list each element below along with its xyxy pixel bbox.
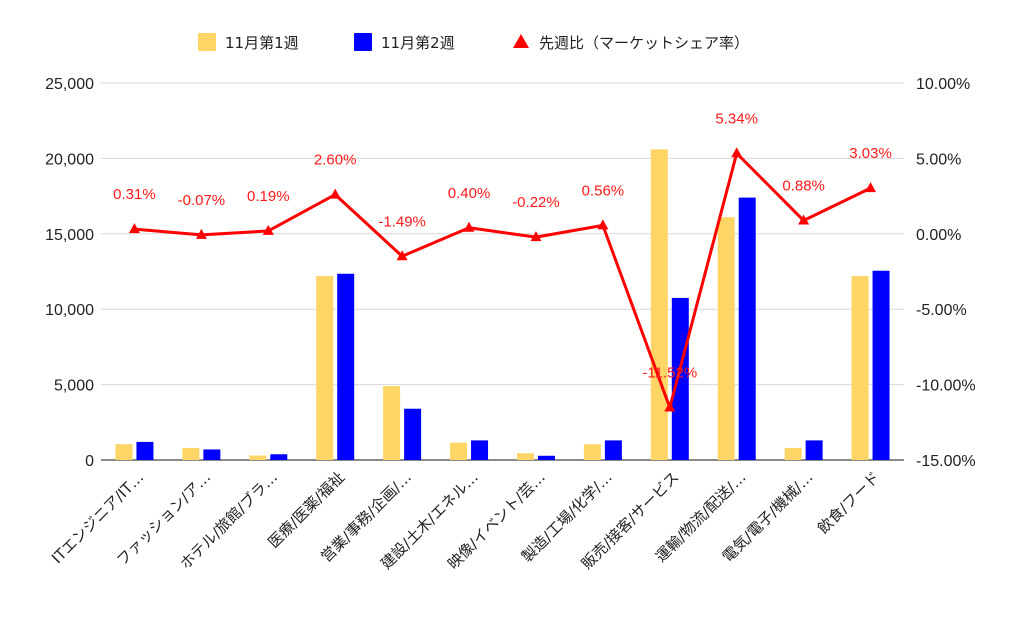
- triangle-marker: [329, 188, 341, 199]
- bar-week1: [851, 276, 869, 460]
- line-data-label: -0.07%: [178, 192, 226, 209]
- triangle-marker: [664, 401, 676, 412]
- bar-week2: [671, 297, 689, 460]
- legend-label: 先週比（マーケットシェア率）: [539, 34, 749, 52]
- line-data-label: 0.56%: [582, 182, 625, 199]
- line-data-label: 0.31%: [113, 186, 156, 203]
- chart-legend: 11月第1週 11月第2週 先週比（マーケットシェア率）: [198, 33, 749, 52]
- right-y-tick-label: 5.00%: [916, 151, 961, 168]
- triangle-marker: [195, 228, 207, 239]
- bar-week1: [784, 447, 802, 460]
- bar-week2: [270, 454, 288, 460]
- gridlines: [101, 82, 904, 461]
- bar-week2: [872, 270, 890, 460]
- bar-week2: [604, 440, 622, 460]
- left-y-tick-label: 25,000: [45, 76, 94, 93]
- right-y-axis: -15.00% -10.00% -5.00% 0.00% 5.00% 10.00%: [916, 76, 976, 470]
- triangle-marker: [396, 250, 408, 261]
- legend-swatch-week2: [354, 33, 372, 51]
- bar-week1: [316, 276, 334, 460]
- right-y-tick-label: 10.00%: [916, 76, 970, 93]
- bar-week1: [450, 442, 468, 460]
- left-y-tick-label: 15,000: [45, 227, 94, 244]
- triangle-marker: [128, 223, 140, 234]
- bar-week2: [537, 455, 555, 460]
- bar-week1: [182, 447, 200, 460]
- triangle-marker: [731, 147, 743, 158]
- category-label: 飲食/フード: [814, 468, 883, 537]
- line-series-group: [128, 147, 877, 412]
- right-y-tick-label: -15.00%: [916, 453, 976, 470]
- legend-label: 11月第2週: [381, 34, 455, 52]
- line-data-label: 0.19%: [247, 188, 290, 205]
- bar-week2: [136, 441, 154, 460]
- bar-week2: [471, 440, 489, 460]
- bar-week1: [383, 386, 401, 460]
- bar-week2: [337, 273, 355, 460]
- line-data-label: -0.22%: [512, 194, 560, 211]
- left-y-tick-label: 20,000: [45, 151, 94, 168]
- left-y-tick-label: 5,000: [54, 378, 94, 395]
- triangle-marker: [597, 219, 609, 230]
- triangle-marker: [530, 231, 542, 242]
- bar-series-group: [115, 149, 890, 461]
- left-y-tick-label: 0: [85, 453, 94, 470]
- bar-week2: [203, 449, 221, 460]
- bar-week2: [738, 197, 756, 460]
- bar-week1: [717, 217, 735, 460]
- bar-week1: [516, 453, 534, 460]
- triangle-marker: [798, 214, 810, 225]
- bar-week1: [583, 444, 601, 460]
- right-y-tick-label: -5.00%: [916, 302, 967, 319]
- left-y-tick-label: 10,000: [45, 302, 94, 319]
- bar-week2: [805, 440, 823, 460]
- x-axis: ITエンジニア/IT…ファッション/ア…ホテル/旅館/ブラ…医療/医薬/福祉営業…: [48, 468, 883, 573]
- right-y-tick-label: 0.00%: [916, 227, 961, 244]
- line-data-label: 0.40%: [448, 185, 491, 202]
- legend-label: 11月第1週: [225, 34, 299, 52]
- share-ratio-line: [134, 151, 872, 410]
- bar-week1: [249, 455, 267, 460]
- line-data-label: -11.52%: [642, 365, 697, 382]
- line-data-labels: 0.31% -0.07% 0.19% 2.60% -1.49% 0.40% -0.22% 0.…: [113, 110, 892, 381]
- bar-week1: [650, 149, 668, 461]
- line-data-label: -1.49%: [378, 213, 426, 230]
- line-data-label: 2.60%: [314, 152, 357, 169]
- bar-week2: [404, 408, 422, 460]
- line-data-label: 5.34%: [715, 110, 758, 127]
- line-data-label: 3.03%: [849, 145, 892, 162]
- left-y-axis: 0 5,000 10,000 15,000 20,000 25,000: [45, 76, 94, 470]
- triangle-marker: [865, 182, 877, 193]
- right-y-tick-label: -10.00%: [916, 378, 976, 395]
- legend-triangle-icon: [513, 34, 529, 48]
- triangle-marker: [463, 221, 475, 232]
- legend-swatch-week1: [198, 33, 216, 51]
- triangle-marker: [262, 224, 274, 235]
- line-data-label: 0.88%: [782, 178, 825, 195]
- bar-week1: [115, 444, 133, 460]
